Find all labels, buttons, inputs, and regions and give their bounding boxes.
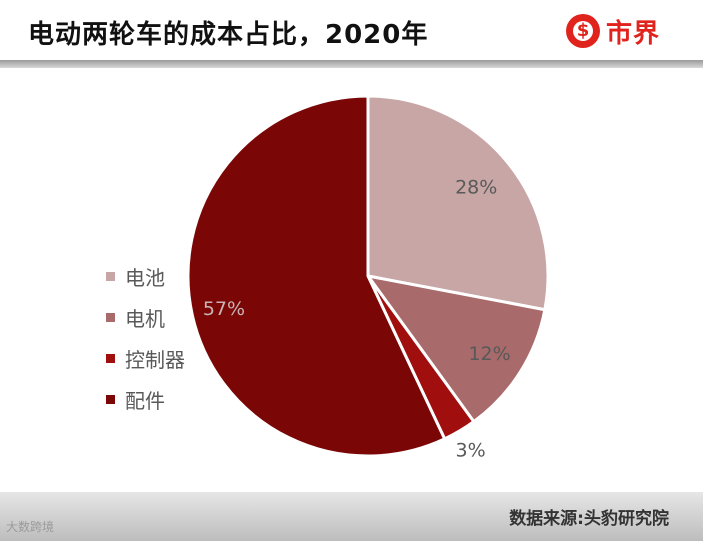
legend-item-motor: 电机	[106, 297, 185, 338]
logo-icon	[566, 14, 600, 48]
legend-label-battery: 电池	[125, 266, 165, 290]
legend-swatch-motor	[106, 313, 115, 322]
legend-swatch-controller	[106, 354, 115, 363]
bottom-band	[0, 492, 703, 541]
legend-item-parts: 配件	[106, 379, 185, 420]
pie-label-battery: 28%	[455, 177, 497, 199]
legend-swatch-parts	[106, 395, 115, 404]
pie-label-motor: 12%	[468, 343, 510, 365]
brand-logo: 市界	[566, 12, 660, 50]
pie-slice-motor	[366, 274, 547, 424]
pie-label-controller: 3%	[456, 440, 486, 462]
data-source: 数据来源:头豹研究院	[509, 509, 669, 529]
logo-text: 市界	[606, 18, 661, 49]
top-band	[0, 60, 703, 68]
header: 电动两轮车的成本占比，2020年 市界	[0, 0, 703, 62]
legend-item-controller: 控制器	[106, 338, 185, 379]
legend-swatch-battery	[106, 272, 115, 281]
legend-item-battery: 电池	[106, 256, 185, 297]
legend: 电池 电机 控制器 配件	[106, 256, 185, 420]
pie-slice-battery	[366, 94, 550, 312]
legend-label-motor: 电机	[125, 307, 165, 331]
page-title: 电动两轮车的成本占比，2020年	[28, 20, 429, 50]
pie-slice-parts	[186, 94, 447, 458]
pie-label-parts: 57%	[203, 298, 245, 320]
watermark: 大数跨境	[6, 520, 55, 534]
legend-label-parts: 配件	[125, 389, 165, 413]
legend-label-controller: 控制器	[125, 348, 185, 372]
